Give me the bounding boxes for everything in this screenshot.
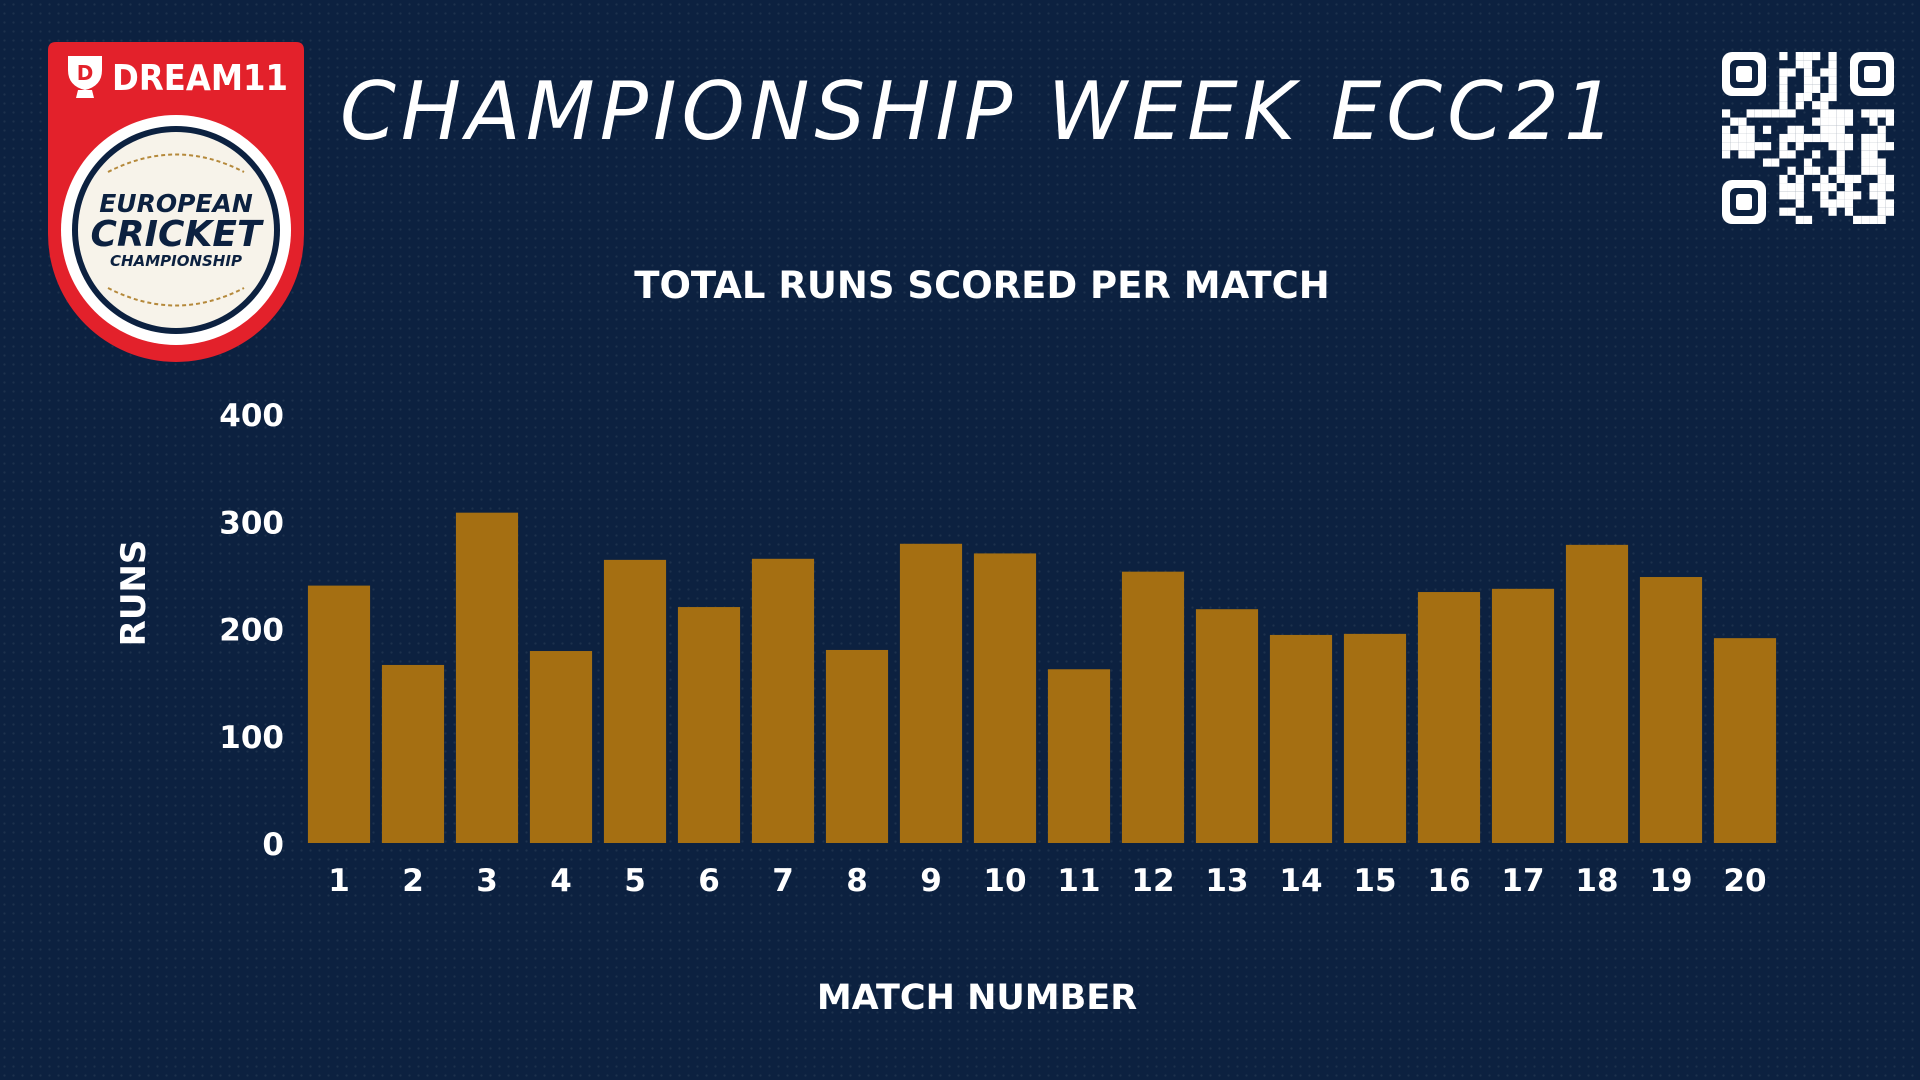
x-tick-label: 1 <box>328 863 350 899</box>
x-tick-label: 11 <box>1057 863 1100 899</box>
x-tick-label: 4 <box>550 863 572 899</box>
bar-match-12 <box>1121 571 1185 843</box>
bar-match-5 <box>603 559 667 843</box>
bar-match-2 <box>381 664 445 843</box>
bar-match-3 <box>455 512 519 843</box>
x-tick-label: 19 <box>1649 863 1692 899</box>
bar-match-4 <box>529 651 593 843</box>
y-tick-label: 300 <box>219 505 284 541</box>
x-tick-label: 9 <box>920 863 942 899</box>
x-axis-ticks: 1 2 3 4 5 6 7 8 9 10 11 12 13 14 15 16 17 18 19 20 <box>328 863 1766 899</box>
x-tick-label: 7 <box>772 863 794 899</box>
bar-match-15 <box>1343 633 1407 843</box>
x-tick-label: 3 <box>476 863 498 899</box>
bar-match-9 <box>899 543 963 843</box>
x-tick-label: 14 <box>1279 863 1322 899</box>
bar-match-11 <box>1047 669 1111 843</box>
bar-match-20 <box>1713 638 1777 843</box>
logo-line-championship: CHAMPIONSHIP <box>110 252 242 270</box>
y-tick-label: 0 <box>262 827 284 863</box>
qr-code-icon <box>1722 52 1894 224</box>
x-tick-label: 18 <box>1575 863 1618 899</box>
bar-match-19 <box>1639 577 1703 843</box>
x-tick-label: 8 <box>846 863 868 899</box>
x-axis-label: MATCH NUMBER <box>817 978 1137 1018</box>
bar-match-10 <box>973 553 1037 843</box>
y-tick-label: 200 <box>219 613 284 649</box>
y-axis-ticks: 0 100 200 300 400 <box>219 398 284 863</box>
x-tick-label: 5 <box>624 863 646 899</box>
x-tick-label: 20 <box>1723 863 1766 899</box>
bar-match-14 <box>1269 634 1333 843</box>
chart-title: TOTAL RUNS SCORED PER MATCH <box>634 264 1330 307</box>
bars <box>307 512 1777 843</box>
bar-match-17 <box>1491 588 1555 843</box>
bar-match-1 <box>307 585 371 843</box>
logo-line-european: EUROPEAN <box>99 189 253 218</box>
x-tick-label: 2 <box>402 863 424 899</box>
x-tick-label: 13 <box>1205 863 1248 899</box>
logo-line-cricket: CRICKET <box>91 214 264 255</box>
y-tick-label: 100 <box>219 720 284 756</box>
bar-match-8 <box>825 649 889 843</box>
bar-match-18 <box>1565 544 1629 843</box>
page-title: CHAMPIONSHIP WEEK ECC21 <box>340 65 1620 158</box>
x-tick-label: 10 <box>983 863 1026 899</box>
bar-match-7 <box>751 558 815 843</box>
x-tick-label: 16 <box>1427 863 1470 899</box>
x-tick-label: 15 <box>1353 863 1396 899</box>
logo-brand-text: DREAM11 <box>112 58 288 99</box>
x-tick-label: 17 <box>1501 863 1544 899</box>
y-tick-label: 400 <box>219 398 284 434</box>
bar-match-13 <box>1195 609 1259 843</box>
y-axis-label: RUNS <box>114 540 154 647</box>
bar-match-6 <box>677 607 741 843</box>
bar-match-16 <box>1417 592 1481 843</box>
svg-text:D: D <box>77 61 94 85</box>
x-tick-label: 12 <box>1131 863 1174 899</box>
x-tick-label: 6 <box>698 863 720 899</box>
european-cricket-championship-logo: D DREAM11 EUROPEAN CRICKET CHAMPIONSHIP <box>48 42 304 362</box>
